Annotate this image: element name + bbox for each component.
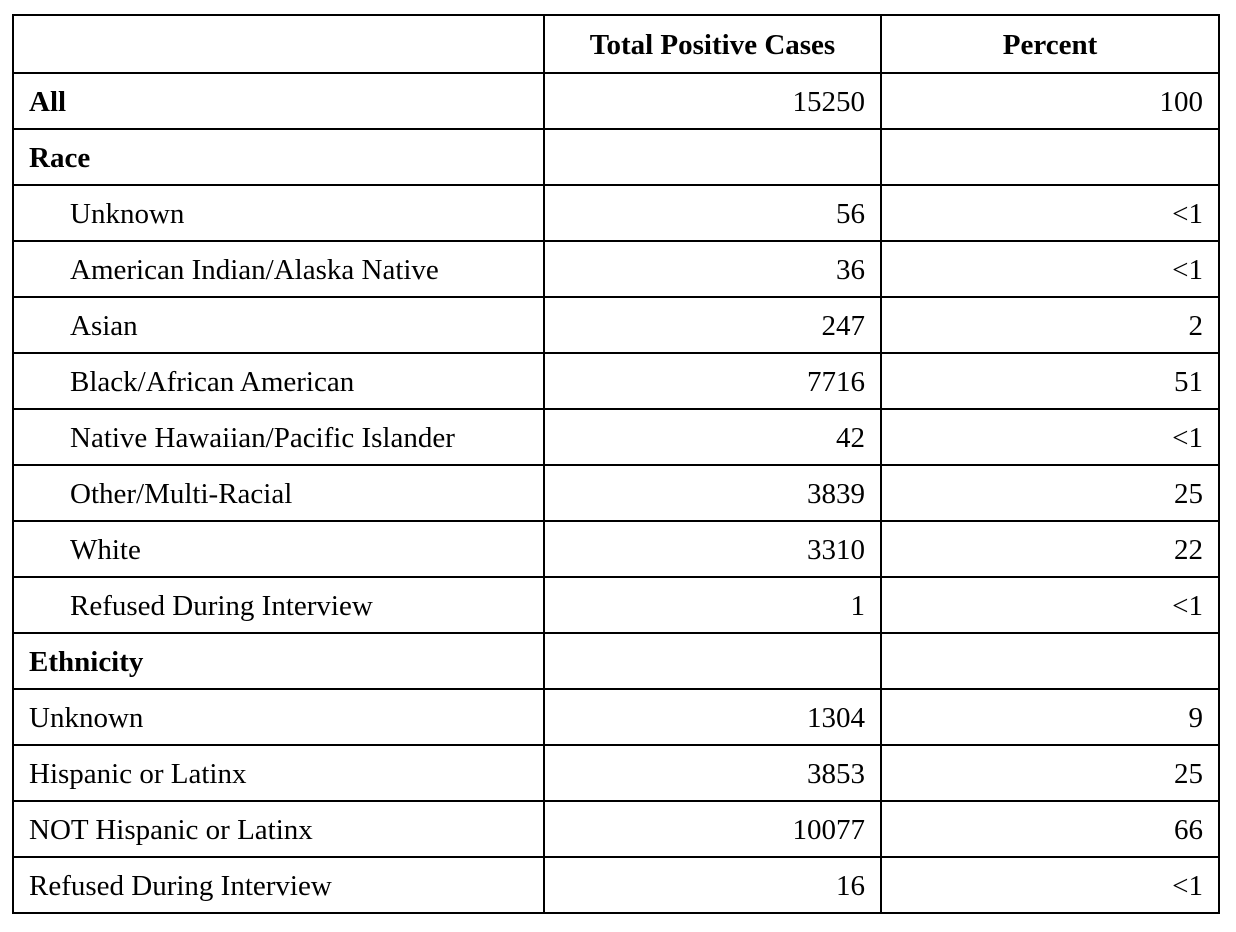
table-row: Native Hawaiian/Pacific Islander 42 <1 <box>12 408 1220 466</box>
header-row: Total Positive Cases Percent <box>12 14 1220 74</box>
row-label: Unknown <box>12 688 545 746</box>
row-total-cases-value: 247 <box>543 296 882 354</box>
table-row: White 3310 22 <box>12 520 1220 578</box>
header-category-empty <box>12 14 545 74</box>
row-percent-value: 2 <box>880 296 1220 354</box>
row-percent-value: <1 <box>880 408 1220 466</box>
row-total-cases-value: 3853 <box>543 744 882 802</box>
row-total-cases-value <box>543 632 882 690</box>
row-percent-value: 22 <box>880 520 1220 578</box>
table-row: Hispanic or Latinx 3853 25 <box>12 744 1220 802</box>
row-total-cases-value <box>543 128 882 186</box>
table-row: Black/African American 7716 51 <box>12 352 1220 410</box>
row-label: Black/African American <box>12 352 545 410</box>
row-label: American Indian/Alaska Native <box>12 240 545 298</box>
row-percent-value: <1 <box>880 184 1220 242</box>
table-row: Unknown 56 <1 <box>12 184 1220 242</box>
row-total-cases-value: 1304 <box>543 688 882 746</box>
row-total-cases-value: 15250 <box>543 72 882 130</box>
row-total-cases-value: 36 <box>543 240 882 298</box>
row-percent-value: 51 <box>880 352 1220 410</box>
row-label: Refused During Interview <box>12 576 545 634</box>
table-row: NOT Hispanic or Latinx 10077 66 <box>12 800 1220 858</box>
row-percent-value: <1 <box>880 240 1220 298</box>
row-label: Other/Multi-Racial <box>12 464 545 522</box>
row-label: Hispanic or Latinx <box>12 744 545 802</box>
row-label: NOT Hispanic or Latinx <box>12 800 545 858</box>
row-percent-value: 25 <box>880 744 1220 802</box>
table-row: Race <box>12 128 1220 186</box>
row-percent-value: <1 <box>880 576 1220 634</box>
row-label: Unknown <box>12 184 545 242</box>
row-total-cases-value: 7716 <box>543 352 882 410</box>
table-row: Asian 247 2 <box>12 296 1220 354</box>
row-label: White <box>12 520 545 578</box>
row-total-cases-value: 10077 <box>543 800 882 858</box>
table-row: All 15250 100 <box>12 72 1220 130</box>
row-percent-value <box>880 128 1220 186</box>
row-total-cases-value: 3310 <box>543 520 882 578</box>
row-label: Refused During Interview <box>12 856 545 914</box>
row-percent-value: 66 <box>880 800 1220 858</box>
table-row: American Indian/Alaska Native 36 <1 <box>12 240 1220 298</box>
row-percent-value: 25 <box>880 464 1220 522</box>
table-row: Unknown 1304 9 <box>12 688 1220 746</box>
row-total-cases-value: 56 <box>543 184 882 242</box>
row-label: Ethnicity <box>12 632 545 690</box>
row-total-cases-value: 3839 <box>543 464 882 522</box>
row-label: All <box>12 72 545 130</box>
table-row: Refused During Interview 16 <1 <box>12 856 1220 914</box>
row-label: Asian <box>12 296 545 354</box>
positive-cases-demographics-table: Total Positive Cases Percent All 15250 1… <box>12 14 1220 914</box>
row-percent-value: 9 <box>880 688 1220 746</box>
row-label: Native Hawaiian/Pacific Islander <box>12 408 545 466</box>
row-label: Race <box>12 128 545 186</box>
row-percent-value <box>880 632 1220 690</box>
row-percent-value: <1 <box>880 856 1220 914</box>
header-total-positive-cases: Total Positive Cases <box>543 14 882 74</box>
row-percent-value: 100 <box>880 72 1220 130</box>
table-row: Refused During Interview 1 <1 <box>12 576 1220 634</box>
header-percent: Percent <box>880 14 1220 74</box>
row-total-cases-value: 1 <box>543 576 882 634</box>
table-row: Ethnicity <box>12 632 1220 690</box>
row-total-cases-value: 16 <box>543 856 882 914</box>
table-row: Other/Multi-Racial 3839 25 <box>12 464 1220 522</box>
row-total-cases-value: 42 <box>543 408 882 466</box>
